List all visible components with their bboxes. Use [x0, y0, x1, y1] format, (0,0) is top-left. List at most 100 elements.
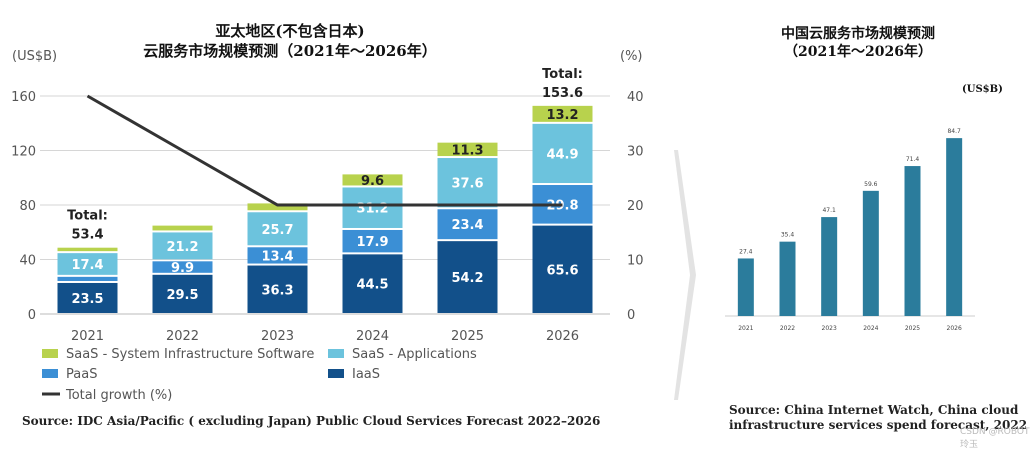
bar-segment: [152, 261, 213, 273]
legend-label: PaaS: [66, 367, 97, 382]
x-tick-label: 2022: [166, 329, 199, 344]
data-label: 65.6: [546, 263, 578, 278]
y-tick-label: 160: [11, 90, 36, 105]
chart2-x-tick-label: 2026: [947, 325, 962, 332]
data-label: 44.9: [546, 147, 578, 162]
watermark: CSDN @ROBOT玲玉: [960, 427, 1030, 450]
chevron-arrow-icon: [674, 150, 696, 400]
y-tick-label: 40: [19, 254, 36, 269]
bar-segment: [57, 253, 118, 275]
legend-label: Total growth (%): [65, 388, 172, 403]
bar-segment: [342, 254, 403, 313]
chart2-bar: [862, 190, 879, 316]
legend-label: SaaS - System Infrastructure Software: [66, 347, 314, 362]
x-tick-label: 2024: [356, 329, 389, 344]
chart2-data-label: 59.6: [864, 181, 878, 188]
chart2-bar: [779, 241, 796, 316]
data-label: 13.4: [261, 249, 293, 264]
bar-segment: [57, 247, 118, 252]
bar-segment: [152, 274, 213, 313]
y-axis-label-left: (US$B): [12, 49, 57, 64]
chart2-bar: [946, 138, 963, 316]
bar-segment: [57, 282, 118, 313]
chart2-data-label: 47.1: [822, 207, 836, 214]
chart2-data-label: 71.4: [906, 156, 920, 163]
y2-tick-label: 0: [627, 308, 635, 323]
data-label: 44.5: [356, 278, 388, 293]
bar-segment: [152, 232, 213, 260]
source-note-left: Source: IDC Asia/Pacific ( excluding Jap…: [22, 414, 601, 428]
chart2-data-label: 27.4: [739, 248, 753, 255]
total-label: Total:: [542, 67, 583, 82]
data-label: 17.4: [71, 258, 103, 273]
x-tick-label: 2023: [261, 329, 294, 344]
bar-segment: [247, 203, 308, 211]
chart2-x-tick-label: 2023: [822, 325, 837, 332]
bar-segment: [437, 241, 498, 313]
x-tick-label: 2025: [451, 329, 484, 344]
y2-tick-label: 30: [627, 145, 644, 160]
bar-segment: [247, 247, 308, 264]
chart2-subtitle: （2021年～2026年）: [784, 43, 932, 60]
y2-tick-label: 40: [627, 90, 644, 105]
y-tick-label: 0: [28, 308, 36, 323]
bar-segment: [437, 209, 498, 240]
legend-swatch: [328, 349, 344, 358]
data-label: 54.2: [451, 271, 483, 286]
x-tick-label: 2021: [71, 329, 104, 344]
legend-swatch: [328, 369, 344, 378]
chart2-bar: [821, 217, 838, 316]
bar-segment: [247, 212, 308, 246]
y-axis-label-right: (%): [620, 49, 643, 64]
data-label: 23.5: [71, 292, 103, 307]
chart2-bar: [904, 166, 921, 316]
legend-label: SaaS - Applications: [352, 347, 477, 362]
bar-segment: [342, 174, 403, 186]
data-label: 17.9: [356, 235, 388, 250]
x-tick-label: 2026: [546, 329, 579, 344]
source-note-right: Source: China Internet Watch, China clou…: [729, 403, 1028, 432]
legend-swatch: [42, 349, 58, 358]
data-label: 9.6: [361, 174, 384, 189]
bar-segment: [342, 187, 403, 228]
chart2-data-label: 84.7: [947, 128, 961, 135]
y-tick-label: 80: [19, 199, 36, 214]
bar-segment: [532, 225, 593, 313]
bar-segment: [247, 265, 308, 313]
y2-tick-label: 10: [627, 254, 644, 269]
legend-swatch: [42, 369, 58, 378]
chart2-title: 中国云服务市场规模预测: [781, 25, 935, 42]
total-value: 153.6: [542, 86, 583, 101]
data-label: 37.6: [451, 177, 483, 192]
bar-segment: [532, 105, 593, 122]
data-label: 25.7: [261, 223, 293, 238]
chart2-x-tick-label: 2022: [780, 325, 795, 332]
chart2-x-tick-label: 2025: [905, 325, 920, 332]
legend-label: IaaS: [352, 367, 380, 382]
total-label: Total:: [67, 209, 108, 224]
bar-segment: [437, 142, 498, 157]
bar-segment: [342, 229, 403, 253]
data-label: 9.9: [171, 261, 194, 276]
growth-line: [86, 94, 563, 207]
chart2-x-tick-label: 2021: [738, 325, 753, 332]
chart-subtitle: 云服务市场规模预测（2021年～2026年）: [143, 42, 437, 60]
chart2-bar: [737, 258, 754, 316]
y2-tick-label: 20: [627, 199, 644, 214]
chart-title: 亚太地区(不包含日本): [215, 22, 364, 40]
bar-segment: [152, 225, 213, 231]
bar-segment: [532, 123, 593, 184]
data-label: 23.4: [451, 218, 483, 233]
data-label: 36.3: [261, 283, 293, 298]
chart2-data-label: 35.4: [781, 232, 795, 239]
y-tick-label: 120: [11, 145, 36, 160]
total-value: 53.4: [71, 228, 103, 243]
bar-segment: [57, 276, 118, 281]
data-label: 13.2: [546, 108, 578, 123]
chart2-x-tick-label: 2024: [863, 325, 878, 332]
data-label: 21.2: [166, 240, 198, 255]
data-label: 29.5: [166, 288, 198, 303]
data-label: 11.3: [451, 143, 483, 158]
chart2-y-axis-label: (US$B): [962, 84, 1003, 95]
